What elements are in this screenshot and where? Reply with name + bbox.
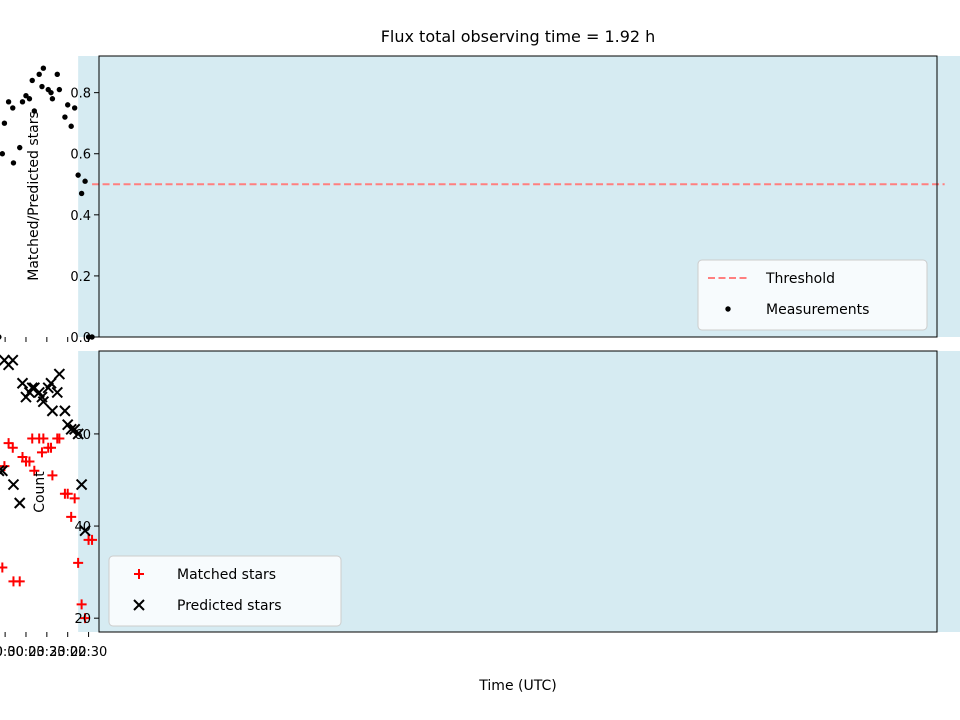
matched-stars-point xyxy=(66,511,77,522)
legend-box xyxy=(108,555,342,627)
measurement-point xyxy=(39,83,45,90)
measurement-point xyxy=(0,334,2,340)
y-tick-label: 60 xyxy=(74,428,91,443)
predicted-stars-point xyxy=(53,368,66,380)
legend-matched-swatch xyxy=(134,569,144,579)
y-tick-label: 0.4 xyxy=(70,209,91,224)
measurement-point xyxy=(17,144,23,151)
measurement-point xyxy=(78,190,85,197)
matched-stars-point xyxy=(47,470,58,481)
bottom-y-axis-label: Count xyxy=(32,471,48,513)
chart-title: Flux total observing time = 1.92 h xyxy=(381,27,656,46)
matched-stars-point xyxy=(43,442,54,453)
measurement-point xyxy=(10,105,16,111)
x-tick-label: 00:30 xyxy=(0,645,24,660)
y-tick-label: 40 xyxy=(74,520,91,535)
matched-stars-point xyxy=(29,465,40,476)
matched-stars-point xyxy=(0,566,4,569)
matched-stars-point xyxy=(76,599,87,610)
predicted-stars-point xyxy=(61,418,74,431)
predicted-stars-point xyxy=(20,391,32,403)
legend-label: Predicted stars xyxy=(177,598,282,614)
legend: Threshold Measurements xyxy=(697,259,928,331)
measurement-point xyxy=(49,96,56,102)
x-tick-label: 23:30 xyxy=(28,645,65,660)
y-tick-label: 0.6 xyxy=(70,148,91,163)
legend-label: Measurements xyxy=(766,302,869,318)
measurement-point xyxy=(62,114,68,120)
x-tick-label: 01:00 xyxy=(0,645,3,660)
measurement-point xyxy=(29,77,35,84)
top-y-axis-label: Matched/Predicted stars xyxy=(26,111,42,281)
matched-stars-point xyxy=(27,433,38,444)
measurement-point xyxy=(45,86,51,93)
predicted-stars-point xyxy=(16,377,29,389)
axes-frame xyxy=(98,55,938,338)
legend-box xyxy=(697,259,928,331)
measurement-point xyxy=(19,99,26,105)
measurement-point xyxy=(5,99,12,105)
measurement-point xyxy=(1,120,8,126)
measurement-point xyxy=(54,71,60,78)
predicted-stars-point xyxy=(79,524,91,537)
x-tick-label: 22:30 xyxy=(70,645,107,660)
matched-stars-point xyxy=(36,447,47,458)
legend-predicted-swatch xyxy=(133,599,145,611)
matched-ratio-panel: 0.0 0.2 0.4 0.6 0.8 Threshold Measurements xyxy=(0,55,960,346)
predicted-stars-point xyxy=(0,465,9,477)
measurement-point xyxy=(65,102,71,108)
measurement-point xyxy=(10,160,17,166)
predicted-stars-point xyxy=(14,497,26,509)
axes-frame xyxy=(98,350,938,633)
predicted-stars-point xyxy=(42,382,54,394)
measurement-point xyxy=(82,178,88,184)
measurement-point xyxy=(26,96,33,102)
matched-stars-point xyxy=(80,613,91,624)
predicted-stars-point xyxy=(0,354,11,366)
x-tick-label: 23:00 xyxy=(49,645,86,660)
matched-stars-point xyxy=(83,534,94,545)
matched-stars-point xyxy=(69,493,80,504)
matched-stars-point xyxy=(73,557,84,568)
predicted-stars-point xyxy=(7,478,20,491)
star-count-panel: 20406022:3023:0023:3000:0000:3001:0001:3… xyxy=(0,350,960,660)
predicted-stars-point xyxy=(46,405,59,417)
matched-stars-point xyxy=(59,488,70,499)
measurement-point xyxy=(0,151,6,157)
measurement-point xyxy=(68,123,74,129)
measurement-point xyxy=(75,172,81,178)
legend-label: Threshold xyxy=(765,271,835,287)
x-tick-label: 00:00 xyxy=(7,645,44,660)
matched-stars-point xyxy=(3,438,14,449)
legend: Matched stars Predicted stars xyxy=(108,555,342,627)
measurement-point xyxy=(40,65,47,71)
predicted-stars-point xyxy=(51,386,63,399)
matched-stars-point xyxy=(17,451,28,462)
y-tick-label: 0.8 xyxy=(70,87,91,102)
y-tick-label: 0.0 xyxy=(70,331,91,346)
matched-stars-point xyxy=(8,576,19,587)
measurement-point xyxy=(31,108,38,114)
predicted-stars-point xyxy=(75,478,88,491)
predicted-stars-point xyxy=(68,423,81,436)
y-tick-label: 20 xyxy=(74,612,91,627)
measurement-point xyxy=(71,105,78,111)
y-tick-label: 0.2 xyxy=(70,270,91,285)
measurement-point xyxy=(23,93,29,99)
legend-label: Matched stars xyxy=(177,567,276,583)
predicted-stars-point xyxy=(0,465,5,477)
measurement-point xyxy=(36,71,42,78)
matched-stars-point xyxy=(52,433,63,444)
legend-measurement-swatch xyxy=(725,306,731,312)
predicted-stars-point xyxy=(59,405,71,417)
measurement-point xyxy=(56,86,63,93)
x-axis-label: Time (UTC) xyxy=(478,678,556,694)
